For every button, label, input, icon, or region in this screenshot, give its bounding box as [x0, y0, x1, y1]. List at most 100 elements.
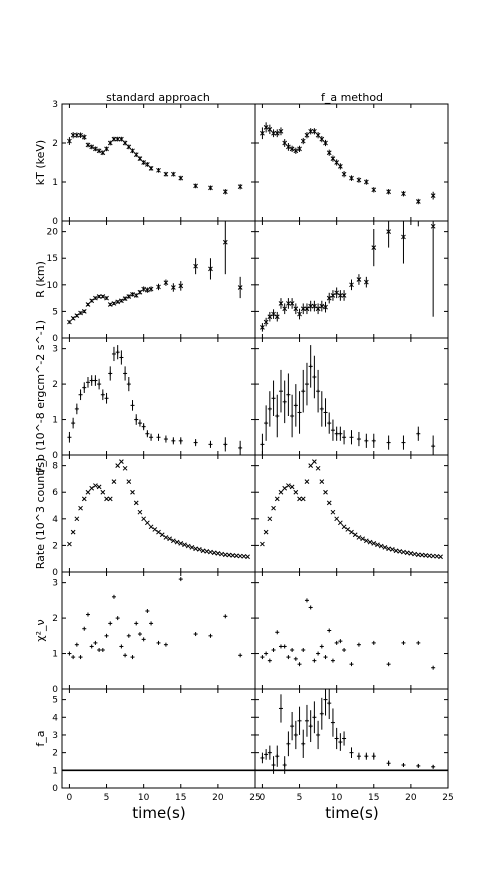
- data-point: [93, 375, 98, 386]
- data-point: [430, 191, 436, 200]
- marker-x: [178, 175, 184, 181]
- data-point: [319, 135, 325, 143]
- marker-x: [182, 542, 187, 548]
- data-point: [290, 394, 295, 438]
- marker-x: [237, 184, 243, 190]
- data-point: [349, 279, 354, 291]
- data-point: [293, 489, 299, 495]
- marker-x: [271, 130, 276, 136]
- data-point: [349, 529, 354, 535]
- data-point: [286, 373, 291, 416]
- marker-x: [67, 319, 72, 325]
- data-point: [115, 136, 121, 142]
- marker-x: [196, 547, 202, 552]
- marker-x: [267, 516, 273, 522]
- data-point: [278, 489, 284, 495]
- marker-x: [70, 529, 76, 535]
- data-point: [111, 136, 117, 142]
- marker-x: [338, 293, 343, 298]
- marker-x: [345, 527, 351, 532]
- data-point: [334, 727, 339, 750]
- data-point: [89, 485, 95, 491]
- data-point: [67, 137, 72, 145]
- marker-x: [271, 505, 276, 511]
- marker-x: [371, 187, 377, 193]
- series-Fb-1: [260, 345, 436, 455]
- marker-x: [67, 138, 72, 144]
- marker-x: [427, 553, 432, 559]
- marker-x: [141, 516, 147, 522]
- marker-x: [304, 306, 310, 312]
- marker-x: [115, 136, 121, 142]
- marker-x: [85, 142, 91, 148]
- data-point: [415, 198, 421, 205]
- data-point: [104, 392, 109, 404]
- marker-x: [386, 189, 391, 195]
- marker-x: [260, 541, 265, 547]
- data-point: [89, 375, 94, 386]
- marker-x: [330, 509, 336, 515]
- series-kT-0: [67, 132, 243, 195]
- marker-x: [382, 545, 388, 550]
- data-point: [85, 612, 90, 617]
- marker-x: [107, 496, 113, 502]
- data-point: [312, 701, 317, 734]
- data-point: [330, 419, 335, 441]
- y-tick-label: 6: [52, 488, 58, 498]
- data-point: [264, 651, 269, 656]
- marker-x: [323, 140, 328, 146]
- series-kT-1: [260, 122, 436, 205]
- data-point: [67, 431, 72, 443]
- marker-x: [215, 551, 221, 556]
- data-point: [404, 550, 410, 556]
- marker-x: [70, 132, 76, 138]
- marker-x: [156, 529, 161, 535]
- y-tick-label: 20: [47, 228, 59, 238]
- data-point: [431, 764, 436, 769]
- data-point: [237, 553, 243, 559]
- marker-x: [438, 554, 443, 560]
- data-point: [141, 160, 147, 165]
- marker-x: [300, 306, 306, 312]
- marker-x: [334, 290, 340, 296]
- data-point: [82, 626, 87, 631]
- data-point: [230, 553, 236, 558]
- data-point: [78, 505, 83, 511]
- data-point: [115, 299, 121, 305]
- data-point: [286, 298, 291, 309]
- data-point: [308, 605, 313, 610]
- data-point: [141, 637, 146, 642]
- marker-x: [104, 146, 109, 152]
- marker-x: [133, 293, 139, 298]
- data-point: [430, 221, 436, 317]
- data-point: [163, 435, 168, 443]
- marker-x: [434, 553, 440, 559]
- marker-x: [67, 541, 72, 547]
- data-point: [267, 311, 273, 322]
- data-point: [289, 145, 295, 152]
- panel-chi2: 0 1 2 3 χ²_ν: [34, 571, 449, 695]
- data-point: [297, 496, 302, 502]
- marker-x: [100, 294, 106, 299]
- axes-frame: [61, 688, 256, 789]
- data-point: [267, 516, 273, 522]
- marker-x: [300, 138, 306, 144]
- data-point: [371, 433, 376, 448]
- data-point: [349, 662, 354, 667]
- y-tick-label: 1: [52, 650, 58, 660]
- data-point: [208, 258, 213, 280]
- marker-x: [267, 126, 273, 132]
- marker-x: [371, 541, 377, 546]
- data-point: [71, 417, 76, 429]
- data-point: [223, 437, 228, 452]
- data-point: [67, 319, 72, 325]
- y-tick-label: 0: [52, 217, 58, 227]
- data-point: [312, 300, 317, 312]
- data-point: [431, 435, 436, 455]
- data-point: [334, 426, 339, 441]
- data-point: [260, 655, 265, 660]
- marker-x: [430, 193, 436, 199]
- data-point: [312, 459, 317, 465]
- y-tick-label: 1: [52, 416, 58, 426]
- marker-x: [289, 146, 295, 152]
